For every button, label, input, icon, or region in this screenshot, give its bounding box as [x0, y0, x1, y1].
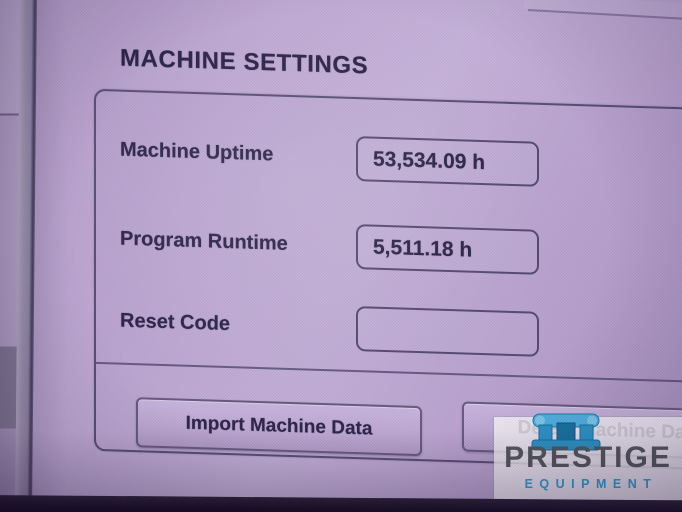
machine-uptime-value: 53,534.09 h [356, 136, 539, 187]
brand-name: PRESTIGE [504, 441, 672, 474]
press-machine-icon [531, 413, 601, 451]
import-machine-data-button[interactable]: Import Machine Data [136, 397, 422, 457]
machine-uptime-label: Machine Uptime [120, 138, 274, 166]
watermark: PRESTIGE EQUIPMENT [494, 413, 682, 500]
page-title: MACHINE SETTINGS [120, 44, 369, 80]
screen-side-rail [14, 0, 37, 512]
brand-subtitle: EQUIPMENT [524, 477, 658, 491]
reset-code-input[interactable] [356, 306, 539, 357]
program-runtime-value: 5,511.18 h [356, 224, 539, 275]
reset-code-label: Reset Code [120, 309, 231, 336]
